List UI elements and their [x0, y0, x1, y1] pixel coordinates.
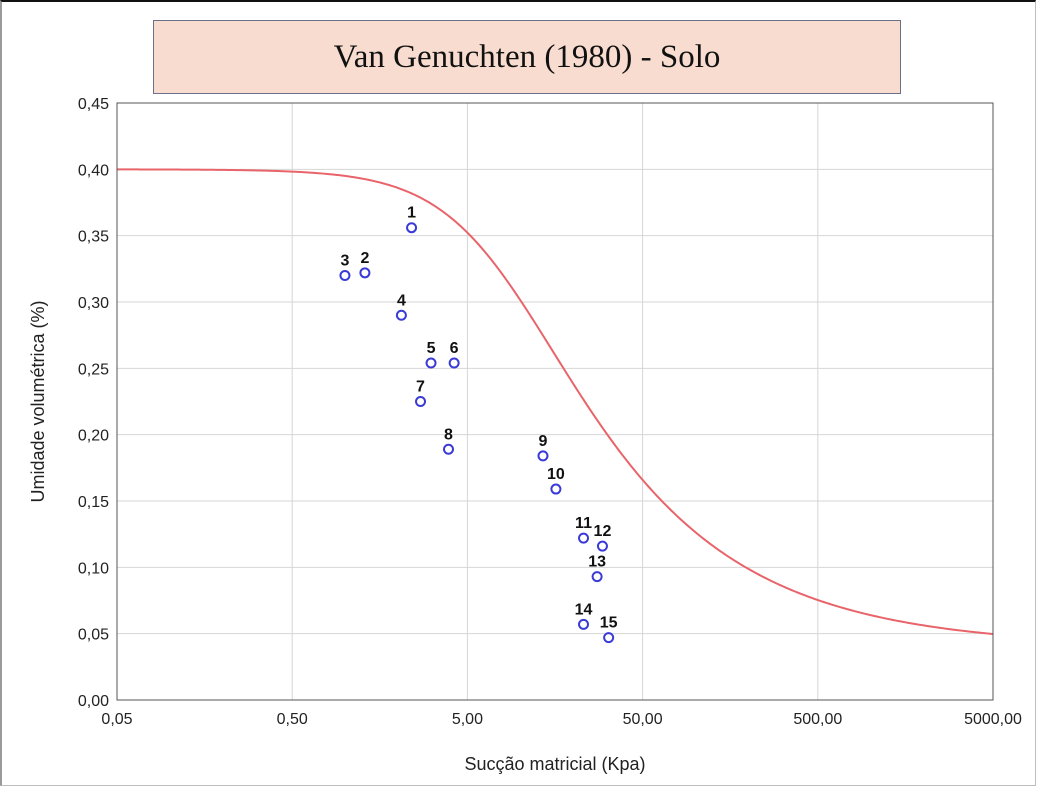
data-point [406, 222, 418, 234]
data-point-label: 1 [407, 205, 416, 222]
x-tick-label: 0,05 [101, 711, 132, 728]
x-tick-label: 500,00 [793, 711, 842, 728]
data-point-label: 15 [600, 615, 618, 632]
plot-area-border [116, 102, 994, 701]
y-tick-label: 0,10 [78, 560, 109, 577]
data-point-label: 13 [588, 554, 606, 571]
x-tick-label: 0,50 [277, 711, 308, 728]
data-point-label: 10 [547, 466, 565, 483]
y-tick-label: 0,30 [78, 295, 109, 312]
y-tick-label: 0,25 [78, 361, 109, 378]
data-point-label: 12 [594, 523, 612, 540]
data-point-label: 6 [450, 340, 459, 357]
chart-title: Van Genuchten (1980) - Solo [333, 38, 721, 75]
data-point-label: 2 [360, 250, 369, 267]
tick-labels: 0,05 0,50 5,00 50,00 500,00 5000,000,000,050,… [78, 96, 1022, 728]
y-tick-label: 0,40 [78, 162, 109, 179]
y-tick-label: 0,35 [78, 229, 109, 246]
data-point [415, 396, 427, 407]
data-point [591, 571, 603, 583]
data-point [550, 483, 562, 495]
data-point [603, 632, 615, 644]
data-point [578, 532, 590, 544]
data-point [359, 267, 371, 279]
grid-lines [117, 103, 993, 700]
x-tick-label: 5,00 [452, 711, 483, 728]
data-point-label: 9 [539, 433, 548, 450]
data-point-label: 4 [397, 292, 406, 309]
data-point [578, 618, 590, 630]
data-point-label: 14 [575, 601, 593, 618]
y-tick-label: 0,15 [78, 494, 109, 511]
data-point-label: 11 [575, 515, 592, 532]
chart-title-box: Van Genuchten (1980) - Solo [153, 20, 901, 94]
x-axis-label: Sucção matricial (Kpa) [464, 754, 645, 774]
data-point-label: 3 [340, 252, 349, 269]
y-tick-label: 0,05 [78, 627, 109, 644]
data-point [425, 357, 437, 369]
data-point-label: 8 [444, 426, 453, 443]
data-point [537, 450, 549, 462]
data-point-label: 5 [427, 340, 436, 357]
y-tick-label: 0,00 [78, 693, 109, 710]
data-point [442, 443, 454, 455]
data-point [448, 357, 460, 369]
x-tick-label: 50,00 [623, 711, 663, 728]
data-point [395, 309, 407, 321]
data-point-label: 7 [416, 379, 425, 396]
data-point [339, 269, 351, 281]
y-tick-label: 0,20 [78, 428, 109, 445]
y-axis-label: Umidade volumétrica (%) [28, 300, 48, 502]
y-tick-label: 0,45 [78, 96, 109, 113]
x-tick-label: 5000,00 [964, 711, 1022, 728]
fit-curve [117, 168, 994, 636]
data-point [596, 540, 608, 552]
